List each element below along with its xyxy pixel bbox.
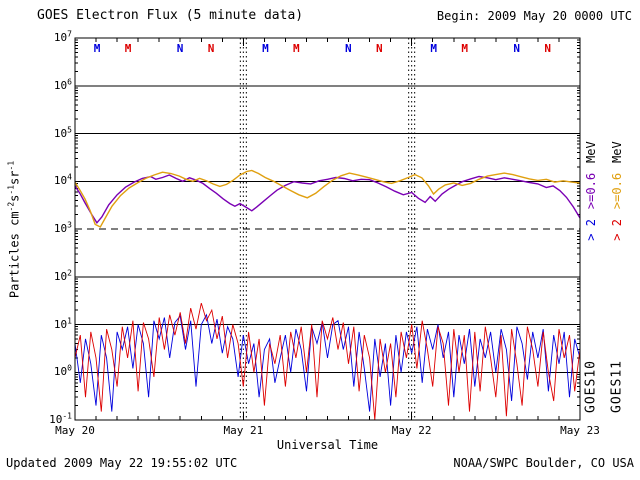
marker-letter-m: M xyxy=(293,42,300,55)
marker-letter-m: M xyxy=(262,42,269,55)
updated-timestamp: Updated 2009 May 22 19:55:02 UTC xyxy=(6,456,238,470)
chart-title: GOES Electron Flux (5 minute data) xyxy=(37,8,304,23)
x-axis-label: Universal Time xyxy=(276,438,379,452)
marker-letter-n: N xyxy=(177,42,184,55)
x-tick-label: May 20 xyxy=(55,424,95,437)
marker-letter-m: M xyxy=(430,42,437,55)
y-axis-label-segment: s xyxy=(7,194,22,202)
goes11-energy-legend: > 2 >=0.6 MeV xyxy=(610,91,624,291)
day-boundary-gridlines xyxy=(239,38,416,420)
y-tick-label: 100 xyxy=(53,363,72,379)
marker-letter-m: M xyxy=(125,42,132,55)
y-axis-label: Particles cm-2s-1sr-1 xyxy=(7,130,22,330)
marker-letter-n: N xyxy=(345,42,352,55)
credit-label: NOAA/SWPC Boulder, CO USA xyxy=(453,456,634,470)
plot-frame xyxy=(74,37,581,421)
goes11-ge06-label: >=0.6 xyxy=(610,172,624,210)
x-tick-label: May 23 xyxy=(560,424,600,437)
y-axis-tick-labels: 107 106 105 104 103 102 101 100 10-1 xyxy=(28,0,72,480)
x-tick-label: May 22 xyxy=(391,424,432,437)
series-goes11-0-6-mev xyxy=(74,169,581,228)
y-axis-label-segment: Particles cm xyxy=(7,211,22,299)
mev-unit-label: MeV xyxy=(584,141,598,163)
y-axis-label-segment: sr xyxy=(7,170,22,185)
goes10-satellite-label: GOES10 xyxy=(583,360,599,413)
marker-letter-n: N xyxy=(208,42,215,55)
marker-letter-m: M xyxy=(461,42,468,55)
mev-unit-label: MeV xyxy=(610,141,624,163)
y-tick-label: 10-1 xyxy=(49,411,72,426)
y-tick-label: 105 xyxy=(53,124,72,140)
series-goes11-2-mev xyxy=(74,302,581,421)
marker-letter-n: N xyxy=(544,42,551,55)
y-tick-label: 102 xyxy=(53,268,72,283)
goes11-satellite-label: GOES11 xyxy=(609,360,625,413)
x-tick-label: May 21 xyxy=(223,424,264,437)
y-tick-label: 103 xyxy=(53,220,72,235)
goes10-gt2-label: > 2 xyxy=(584,219,598,241)
y-tick-label: 107 xyxy=(53,29,72,44)
goes10-ge06-label: >=0.6 xyxy=(584,172,598,210)
begin-timestamp: Begin: 2009 May 20 0000 UTC xyxy=(436,9,632,23)
goes10-energy-legend: > 2 >=0.6 MeV xyxy=(584,91,598,291)
marker-letter-n: N xyxy=(513,42,520,55)
series-goes10-2-mev xyxy=(74,313,581,412)
goes11-gt2-label: > 2 xyxy=(610,219,624,241)
y-axis-label-segment: -2 xyxy=(6,201,16,212)
y-tick-label: 106 xyxy=(53,77,72,92)
y-tick-label: 104 xyxy=(53,172,72,188)
series-goes10-0-6-mev xyxy=(74,174,581,224)
marker-letter-m: M xyxy=(94,42,101,55)
y-axis-label-segment: -1 xyxy=(6,184,16,195)
y-tick-label: 101 xyxy=(53,315,72,331)
y-axis-label-segment: -1 xyxy=(6,160,16,171)
marker-letter-n: N xyxy=(376,42,383,55)
